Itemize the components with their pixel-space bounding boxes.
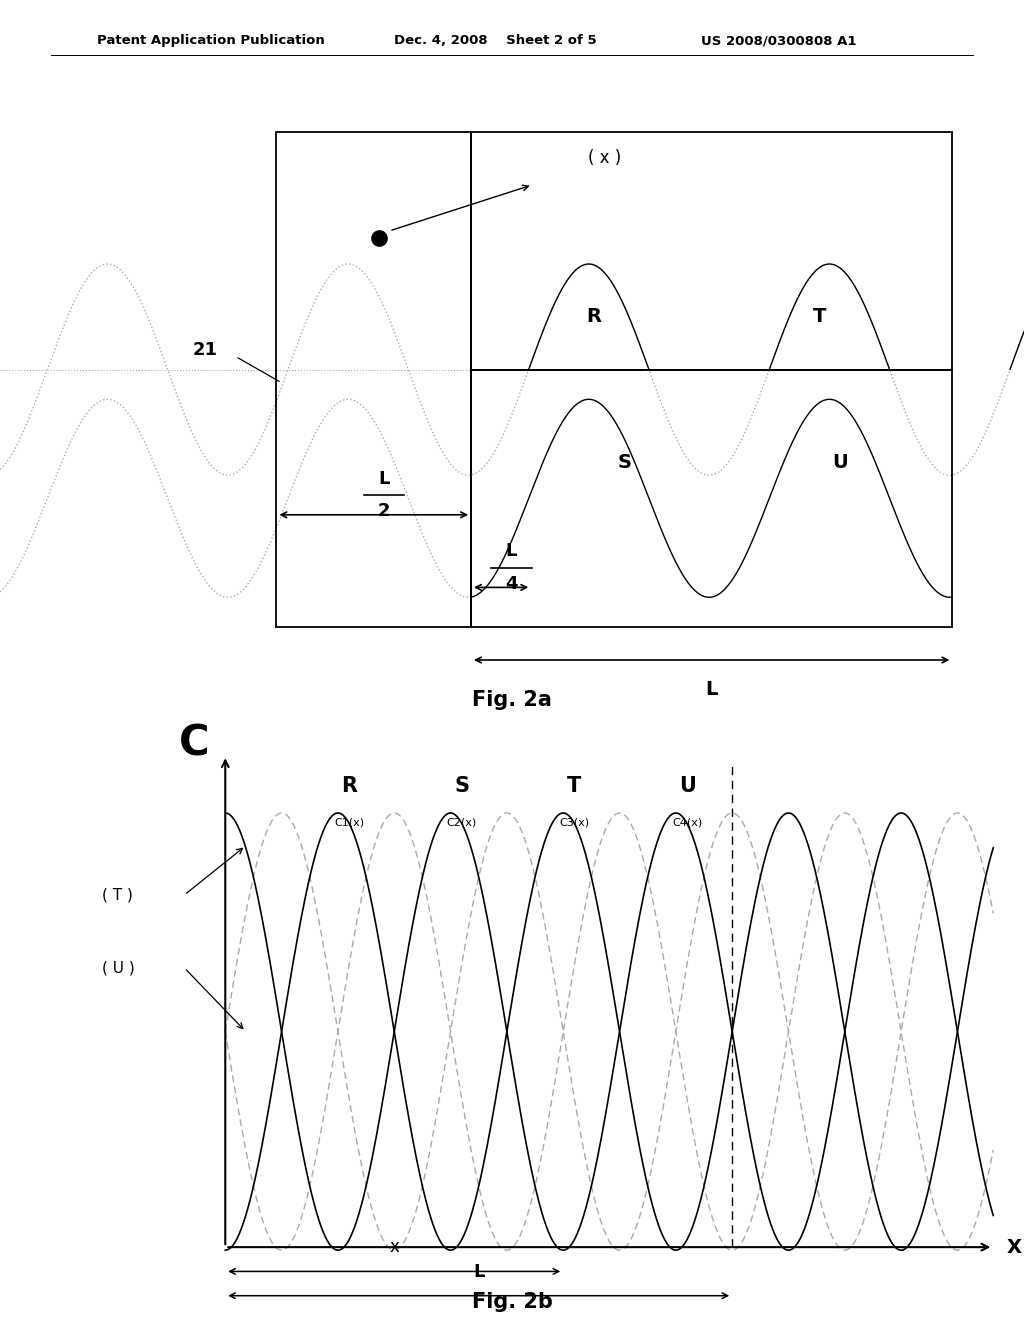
Text: S: S xyxy=(617,453,632,471)
Text: L: L xyxy=(473,1262,484,1280)
Text: T: T xyxy=(567,776,582,796)
Text: Patent Application Publication: Patent Application Publication xyxy=(97,34,325,48)
Text: C: C xyxy=(179,722,210,764)
Text: US 2008/0300808 A1: US 2008/0300808 A1 xyxy=(701,34,857,48)
Bar xyxy=(276,132,471,627)
Text: R: R xyxy=(341,776,357,796)
Text: X: X xyxy=(1007,1238,1021,1257)
Text: S: S xyxy=(455,776,469,796)
Text: C2(x): C2(x) xyxy=(446,817,477,828)
Text: L: L xyxy=(378,470,390,487)
Text: U: U xyxy=(831,453,848,471)
Text: L: L xyxy=(706,680,718,700)
Bar xyxy=(471,370,952,627)
Text: ( T ): ( T ) xyxy=(102,887,133,903)
Text: ( U ): ( U ) xyxy=(102,961,135,975)
Text: R: R xyxy=(587,308,601,326)
Text: x: x xyxy=(389,1238,399,1257)
Text: C1(x): C1(x) xyxy=(334,817,365,828)
Text: T: T xyxy=(812,308,826,326)
Text: U: U xyxy=(679,776,695,796)
Bar xyxy=(471,132,952,370)
Text: Dec. 4, 2008    Sheet 2 of 5: Dec. 4, 2008 Sheet 2 of 5 xyxy=(394,34,597,48)
Text: C4(x): C4(x) xyxy=(672,817,702,828)
Text: ( x ): ( x ) xyxy=(588,149,621,168)
Text: 2: 2 xyxy=(378,503,390,520)
Text: Fig. 2b: Fig. 2b xyxy=(472,1292,552,1312)
Text: L: L xyxy=(506,543,517,560)
Text: 21: 21 xyxy=(193,341,217,359)
Text: 4: 4 xyxy=(505,576,517,593)
Text: Fig. 2a: Fig. 2a xyxy=(472,689,552,710)
Text: C3(x): C3(x) xyxy=(559,817,590,828)
